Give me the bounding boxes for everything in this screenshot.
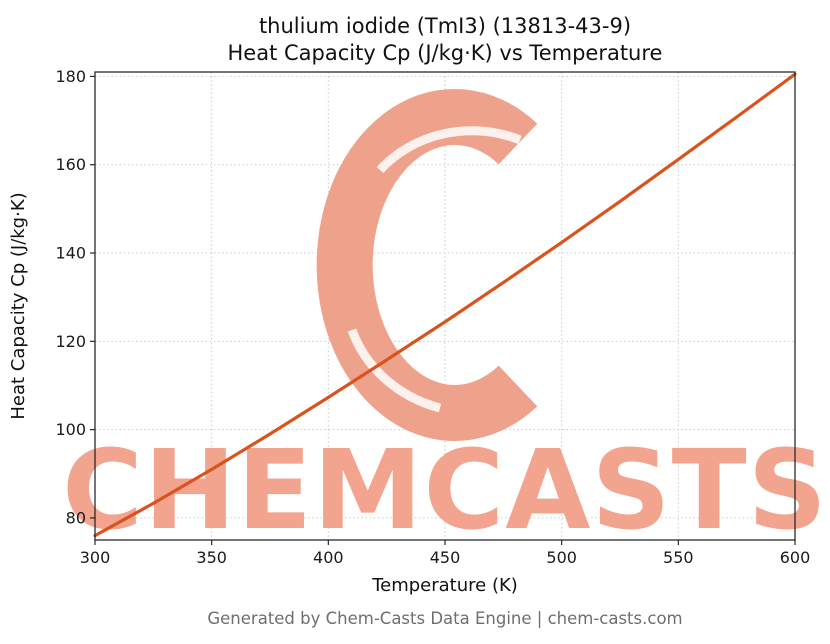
watermark-layer: CHEMCASTS: [62, 89, 828, 554]
watermark-text: CHEMCASTS: [62, 426, 828, 554]
y-tick-label-80: 80: [66, 508, 86, 527]
x-tick-label-500: 500: [546, 548, 577, 567]
chemcasts-logo-brush-accent: [376, 126, 522, 174]
footer-credit: Generated by Chem-Casts Data Engine | ch…: [207, 609, 682, 628]
y-tick-label-180: 180: [55, 67, 86, 86]
chart-title-line1: thulium iodide (TmI3) (13813-43-9): [259, 14, 631, 38]
chemcasts-logo-brush-accent-2: [347, 328, 442, 413]
x-tick-label-550: 550: [663, 548, 694, 567]
y-axis-label: Heat Capacity Cp (J/kg·K): [8, 192, 29, 419]
x-tick-label-300: 300: [80, 548, 111, 567]
x-tick-label-600: 600: [780, 548, 811, 567]
y-tick-label-100: 100: [55, 420, 86, 439]
y-tick-label-140: 140: [55, 244, 86, 263]
tick-layer: 300 350 400 450 500 550 600 80 100 120 140 160 180: [55, 67, 810, 567]
series-layer: [93, 72, 797, 538]
grid-layer: [94, 72, 796, 540]
y-tick-label-120: 120: [55, 332, 86, 351]
x-axis-label: Temperature (K): [371, 575, 518, 596]
chart-title-line2: Heat Capacity Cp (J/kg·K) vs Temperature: [228, 41, 663, 65]
x-tick-label-450: 450: [430, 548, 461, 567]
y-tick-label-160: 160: [55, 155, 86, 174]
chemcasts-logo-watermark: [316, 89, 538, 441]
x-tick-label-400: 400: [313, 548, 344, 567]
series-line-heat-capacity-cp: [93, 72, 797, 538]
x-tick-label-350: 350: [196, 548, 227, 567]
